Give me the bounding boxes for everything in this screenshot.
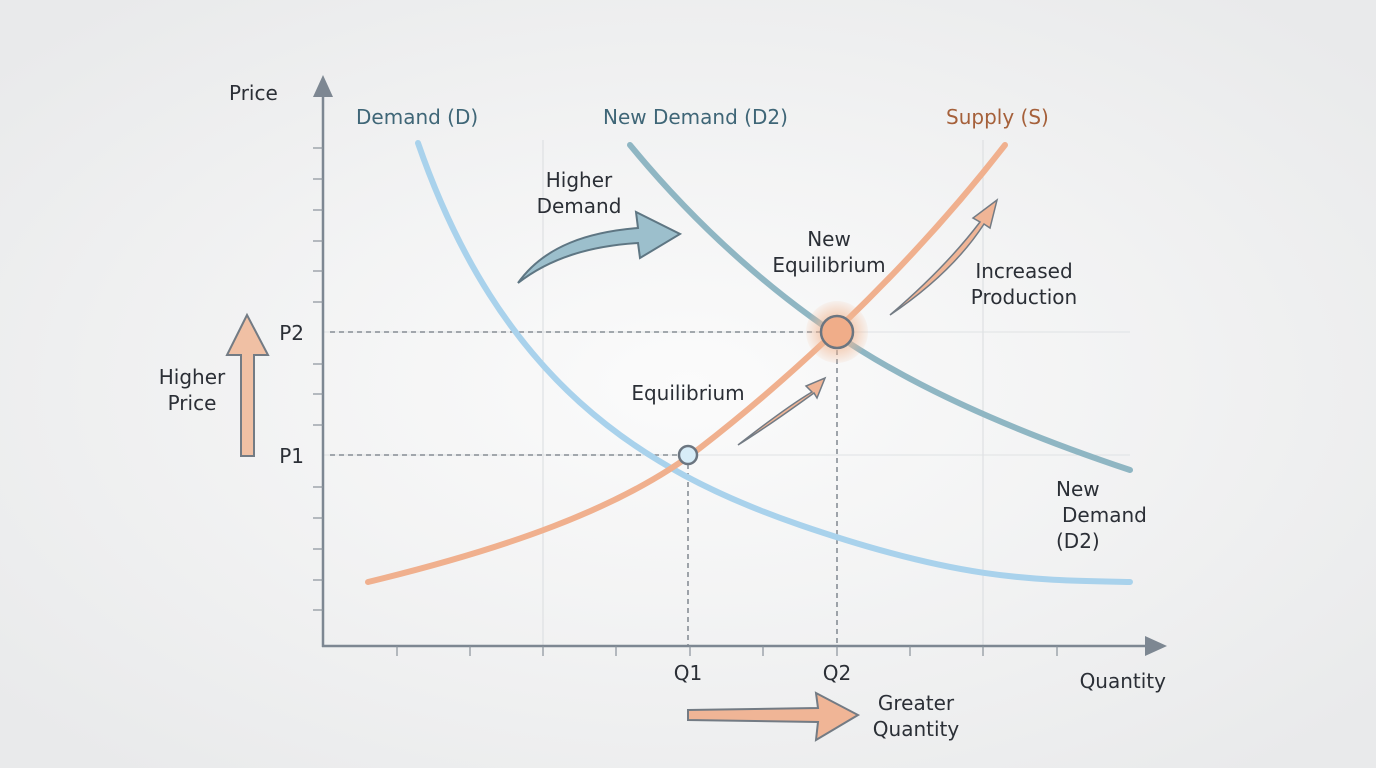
higher-price-arrow (225, 312, 270, 457)
higher-demand-arrow (517, 210, 683, 284)
greater-quantity-text: Quantity (873, 717, 960, 741)
guide-lines (330, 331, 838, 646)
shift-arrow-1 (737, 376, 827, 446)
increased-production-text: Production (971, 285, 1077, 309)
supply-label: Supply (S) (946, 105, 1049, 129)
shift-arrow-2 (889, 198, 999, 316)
greater-quantity-arrow (687, 691, 861, 742)
higher-demand-text: Higher (546, 168, 613, 192)
y-axis-label: Price (229, 81, 278, 105)
increased-production-text: Increased (975, 259, 1072, 283)
demand-curve (415, 140, 1133, 585)
q1-label: Q1 (674, 661, 702, 685)
new-equilibrium-text: Equilibrium (772, 253, 885, 277)
equilibrium-text: Equilibrium (631, 381, 744, 405)
new-demand-end-text: Demand (1062, 503, 1147, 527)
demand-label: Demand (D) (356, 105, 478, 129)
new-demand-end-text: New (1056, 477, 1100, 501)
equilibrium-point (677, 444, 699, 466)
new-demand-end-text: (D2) (1056, 529, 1100, 553)
new-equilibrium-text: New (807, 227, 851, 251)
new-equilibrium-point (819, 314, 855, 350)
higher-demand-text: Demand (537, 194, 622, 218)
p2-label: P2 (279, 321, 304, 345)
new-demand-label: New Demand (D2) (603, 105, 788, 129)
greater-quantity-text: Greater (878, 691, 955, 715)
x-axis-label: Quantity (1080, 669, 1167, 693)
higher-price-text: Price (168, 391, 217, 415)
p1-label: P1 (279, 444, 304, 468)
axis-ticks (313, 147, 1058, 656)
q2-label: Q2 (823, 661, 851, 685)
higher-price-text: Higher (159, 365, 226, 389)
supply-curve (365, 142, 1008, 585)
axes (313, 75, 1167, 656)
